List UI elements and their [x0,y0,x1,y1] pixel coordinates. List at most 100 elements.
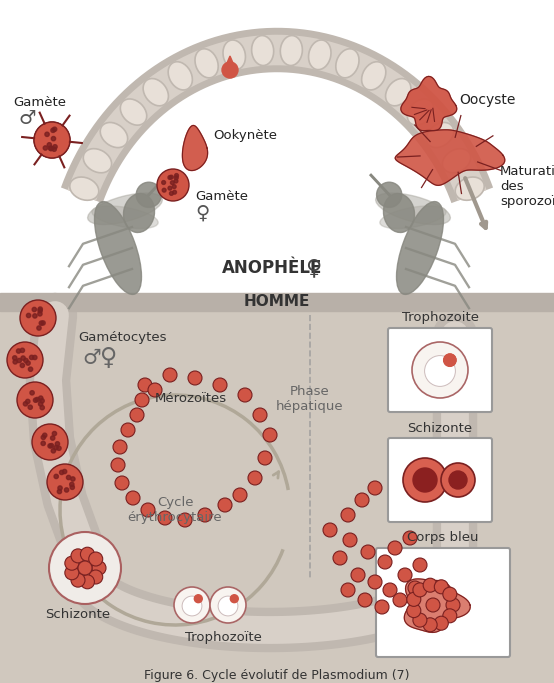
Circle shape [258,451,272,465]
Polygon shape [404,579,470,632]
Circle shape [253,408,267,422]
Circle shape [222,62,238,78]
Text: Oocyste: Oocyste [459,94,515,107]
Circle shape [38,309,42,313]
Polygon shape [395,130,505,185]
Text: Schizonte: Schizonte [407,421,473,434]
Circle shape [449,471,467,489]
Polygon shape [401,76,456,130]
Circle shape [198,508,212,522]
Circle shape [441,463,475,497]
Circle shape [136,182,161,208]
Circle shape [38,307,43,311]
Text: Mérozoïtes: Mérozoïtes [155,391,227,404]
Text: ♀: ♀ [195,204,209,223]
FancyBboxPatch shape [388,438,492,522]
Ellipse shape [380,206,446,229]
Ellipse shape [195,48,218,78]
Circle shape [213,378,227,392]
Circle shape [13,360,17,364]
Circle shape [26,361,30,365]
Circle shape [65,556,79,570]
Circle shape [174,587,210,623]
Circle shape [43,433,47,437]
Circle shape [182,596,202,616]
Ellipse shape [223,40,245,70]
Circle shape [358,593,372,607]
Circle shape [443,609,457,623]
Circle shape [170,191,173,195]
Circle shape [50,436,55,441]
Ellipse shape [383,193,414,232]
Circle shape [368,575,382,589]
Circle shape [158,511,172,525]
Circle shape [413,558,427,572]
Text: ANOPHÈLE: ANOPHÈLE [222,259,322,277]
Circle shape [51,128,55,133]
Circle shape [51,449,55,453]
Ellipse shape [83,149,111,173]
Circle shape [32,307,37,311]
Circle shape [407,592,421,607]
Circle shape [424,356,455,387]
Circle shape [71,549,85,563]
Ellipse shape [397,201,444,294]
Ellipse shape [407,99,434,125]
Text: Gamète: Gamète [195,191,248,204]
Text: Gamète: Gamète [13,96,66,109]
Circle shape [403,458,447,502]
Ellipse shape [443,149,471,173]
Circle shape [32,424,68,460]
Circle shape [49,146,53,151]
Text: Phase
hépatique: Phase hépatique [276,385,344,413]
Circle shape [111,458,125,472]
Circle shape [27,313,30,318]
Circle shape [171,181,175,184]
Ellipse shape [309,40,331,70]
Ellipse shape [376,193,450,225]
Circle shape [53,145,57,149]
Circle shape [49,532,121,604]
Text: Corps bleu: Corps bleu [407,531,479,544]
Text: Maturation
des
sporozoïtes: Maturation des sporozoïtes [500,165,554,208]
Circle shape [41,441,45,445]
Text: Ookynète: Ookynète [213,130,277,143]
Circle shape [175,176,178,180]
Circle shape [13,356,17,360]
Circle shape [28,405,32,409]
Text: ♀: ♀ [100,346,117,370]
Circle shape [141,503,155,517]
Circle shape [194,595,202,602]
Circle shape [398,568,412,582]
Circle shape [383,583,397,597]
Text: Figure 6. Cycle évolutif de Plasmodium (7): Figure 6. Cycle évolutif de Plasmodium (… [144,669,410,682]
Circle shape [178,513,192,527]
Ellipse shape [100,122,127,148]
Circle shape [403,531,417,545]
Circle shape [89,552,102,566]
Circle shape [54,474,58,479]
Circle shape [58,486,62,490]
Circle shape [148,383,162,397]
Circle shape [47,464,83,500]
Circle shape [55,442,60,446]
Circle shape [368,481,382,495]
Circle shape [39,396,43,400]
Circle shape [413,613,427,627]
Circle shape [175,173,178,178]
Bar [0,293,554,311]
Circle shape [53,127,57,131]
FancyBboxPatch shape [376,548,510,657]
Circle shape [138,378,152,392]
Circle shape [17,359,22,363]
Circle shape [323,523,337,537]
Text: ♂: ♂ [82,348,101,368]
Circle shape [89,570,102,584]
Circle shape [45,132,49,137]
Circle shape [70,485,74,490]
Ellipse shape [280,36,302,66]
Ellipse shape [92,206,158,229]
Circle shape [162,189,166,192]
Circle shape [38,311,42,316]
Circle shape [33,398,38,402]
